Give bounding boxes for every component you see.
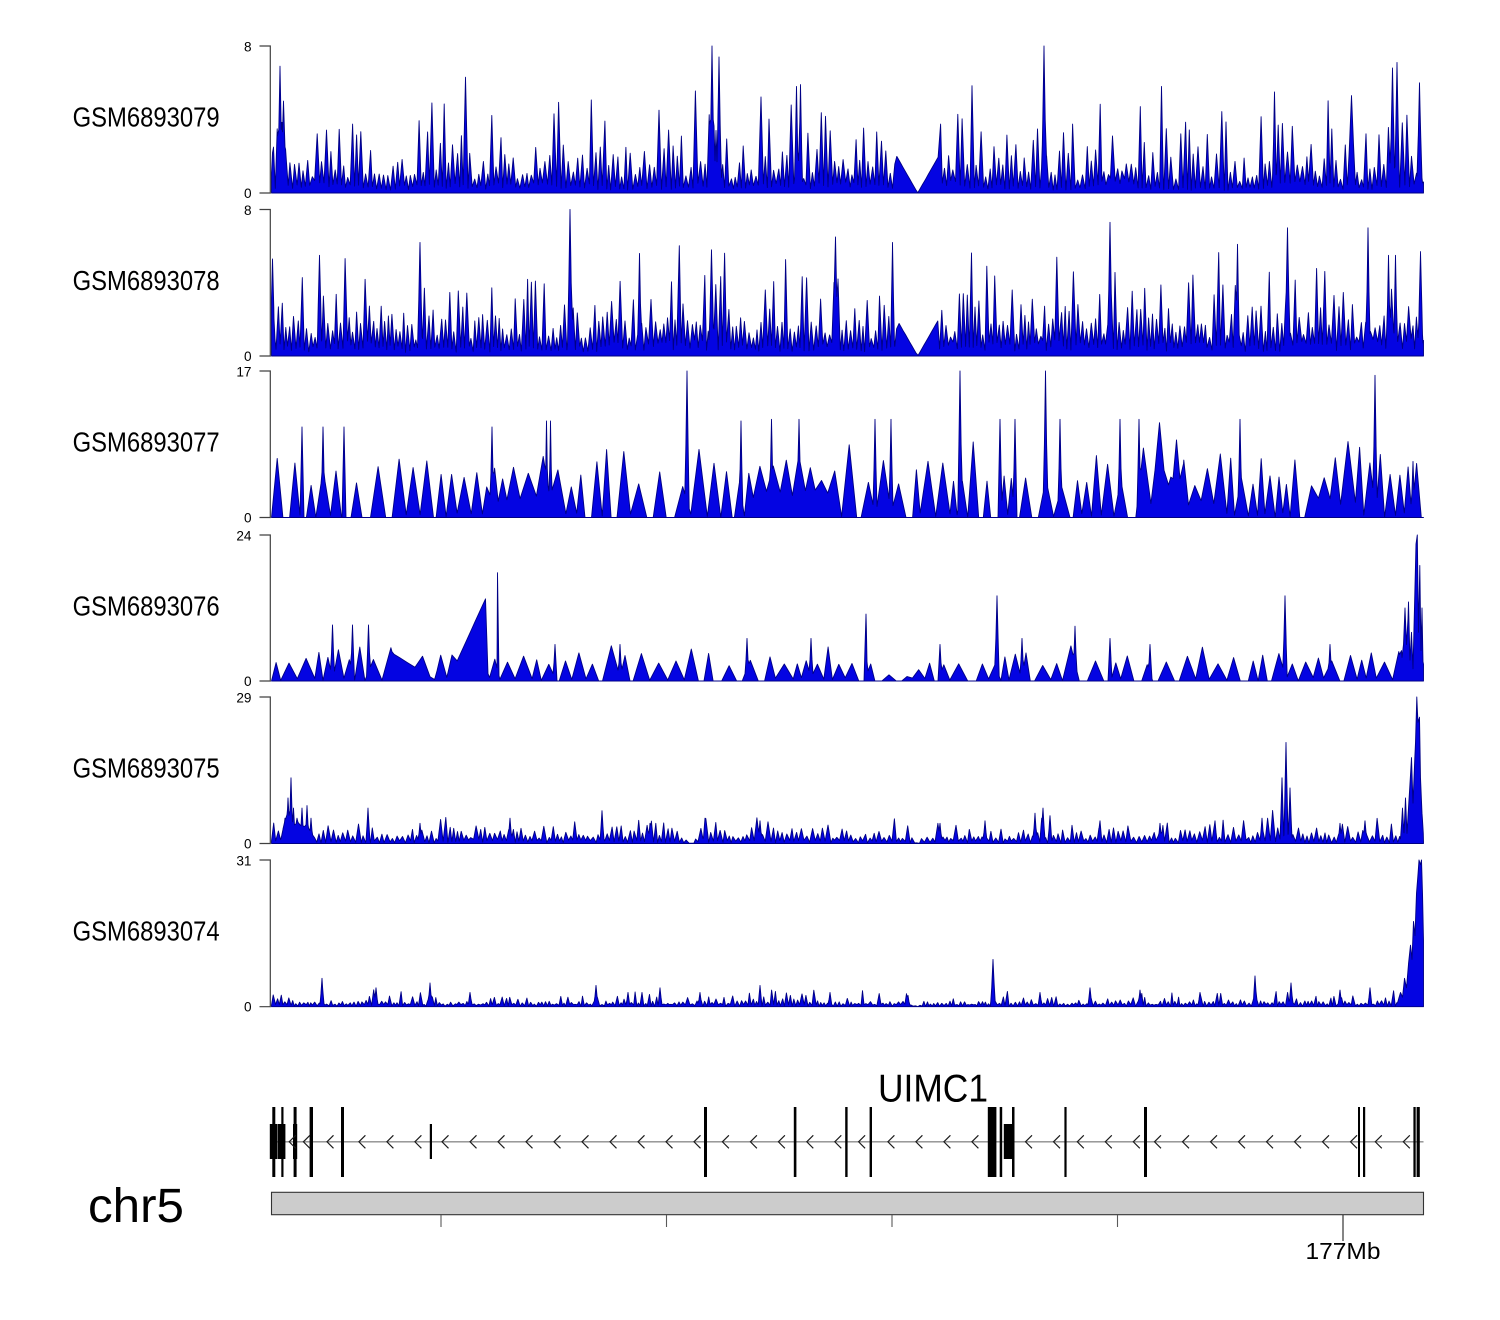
svg-text:0: 0 [244, 511, 252, 526]
svg-text:24: 24 [236, 528, 252, 543]
svg-text:chr5: chr5 [88, 1180, 184, 1233]
svg-text:8: 8 [244, 39, 252, 54]
svg-text:GSM6893075: GSM6893075 [73, 752, 220, 783]
svg-text:0: 0 [244, 837, 252, 852]
svg-text:GSM6893078: GSM6893078 [73, 265, 220, 296]
svg-text:0: 0 [244, 349, 252, 364]
svg-text:0: 0 [244, 186, 252, 201]
svg-text:UIMC1: UIMC1 [878, 1068, 988, 1111]
svg-text:0: 0 [244, 1000, 252, 1015]
svg-text:8: 8 [244, 203, 252, 218]
svg-text:GSM6893079: GSM6893079 [73, 101, 220, 132]
svg-text:17: 17 [236, 364, 251, 379]
svg-text:0: 0 [244, 674, 252, 689]
svg-text:31: 31 [236, 853, 251, 868]
svg-text:GSM6893077: GSM6893077 [73, 426, 220, 457]
svg-text:GSM6893076: GSM6893076 [73, 590, 220, 621]
svg-text:177Mb: 177Mb [1306, 1238, 1381, 1264]
svg-text:GSM6893074: GSM6893074 [73, 915, 220, 946]
svg-text:29: 29 [236, 690, 251, 705]
